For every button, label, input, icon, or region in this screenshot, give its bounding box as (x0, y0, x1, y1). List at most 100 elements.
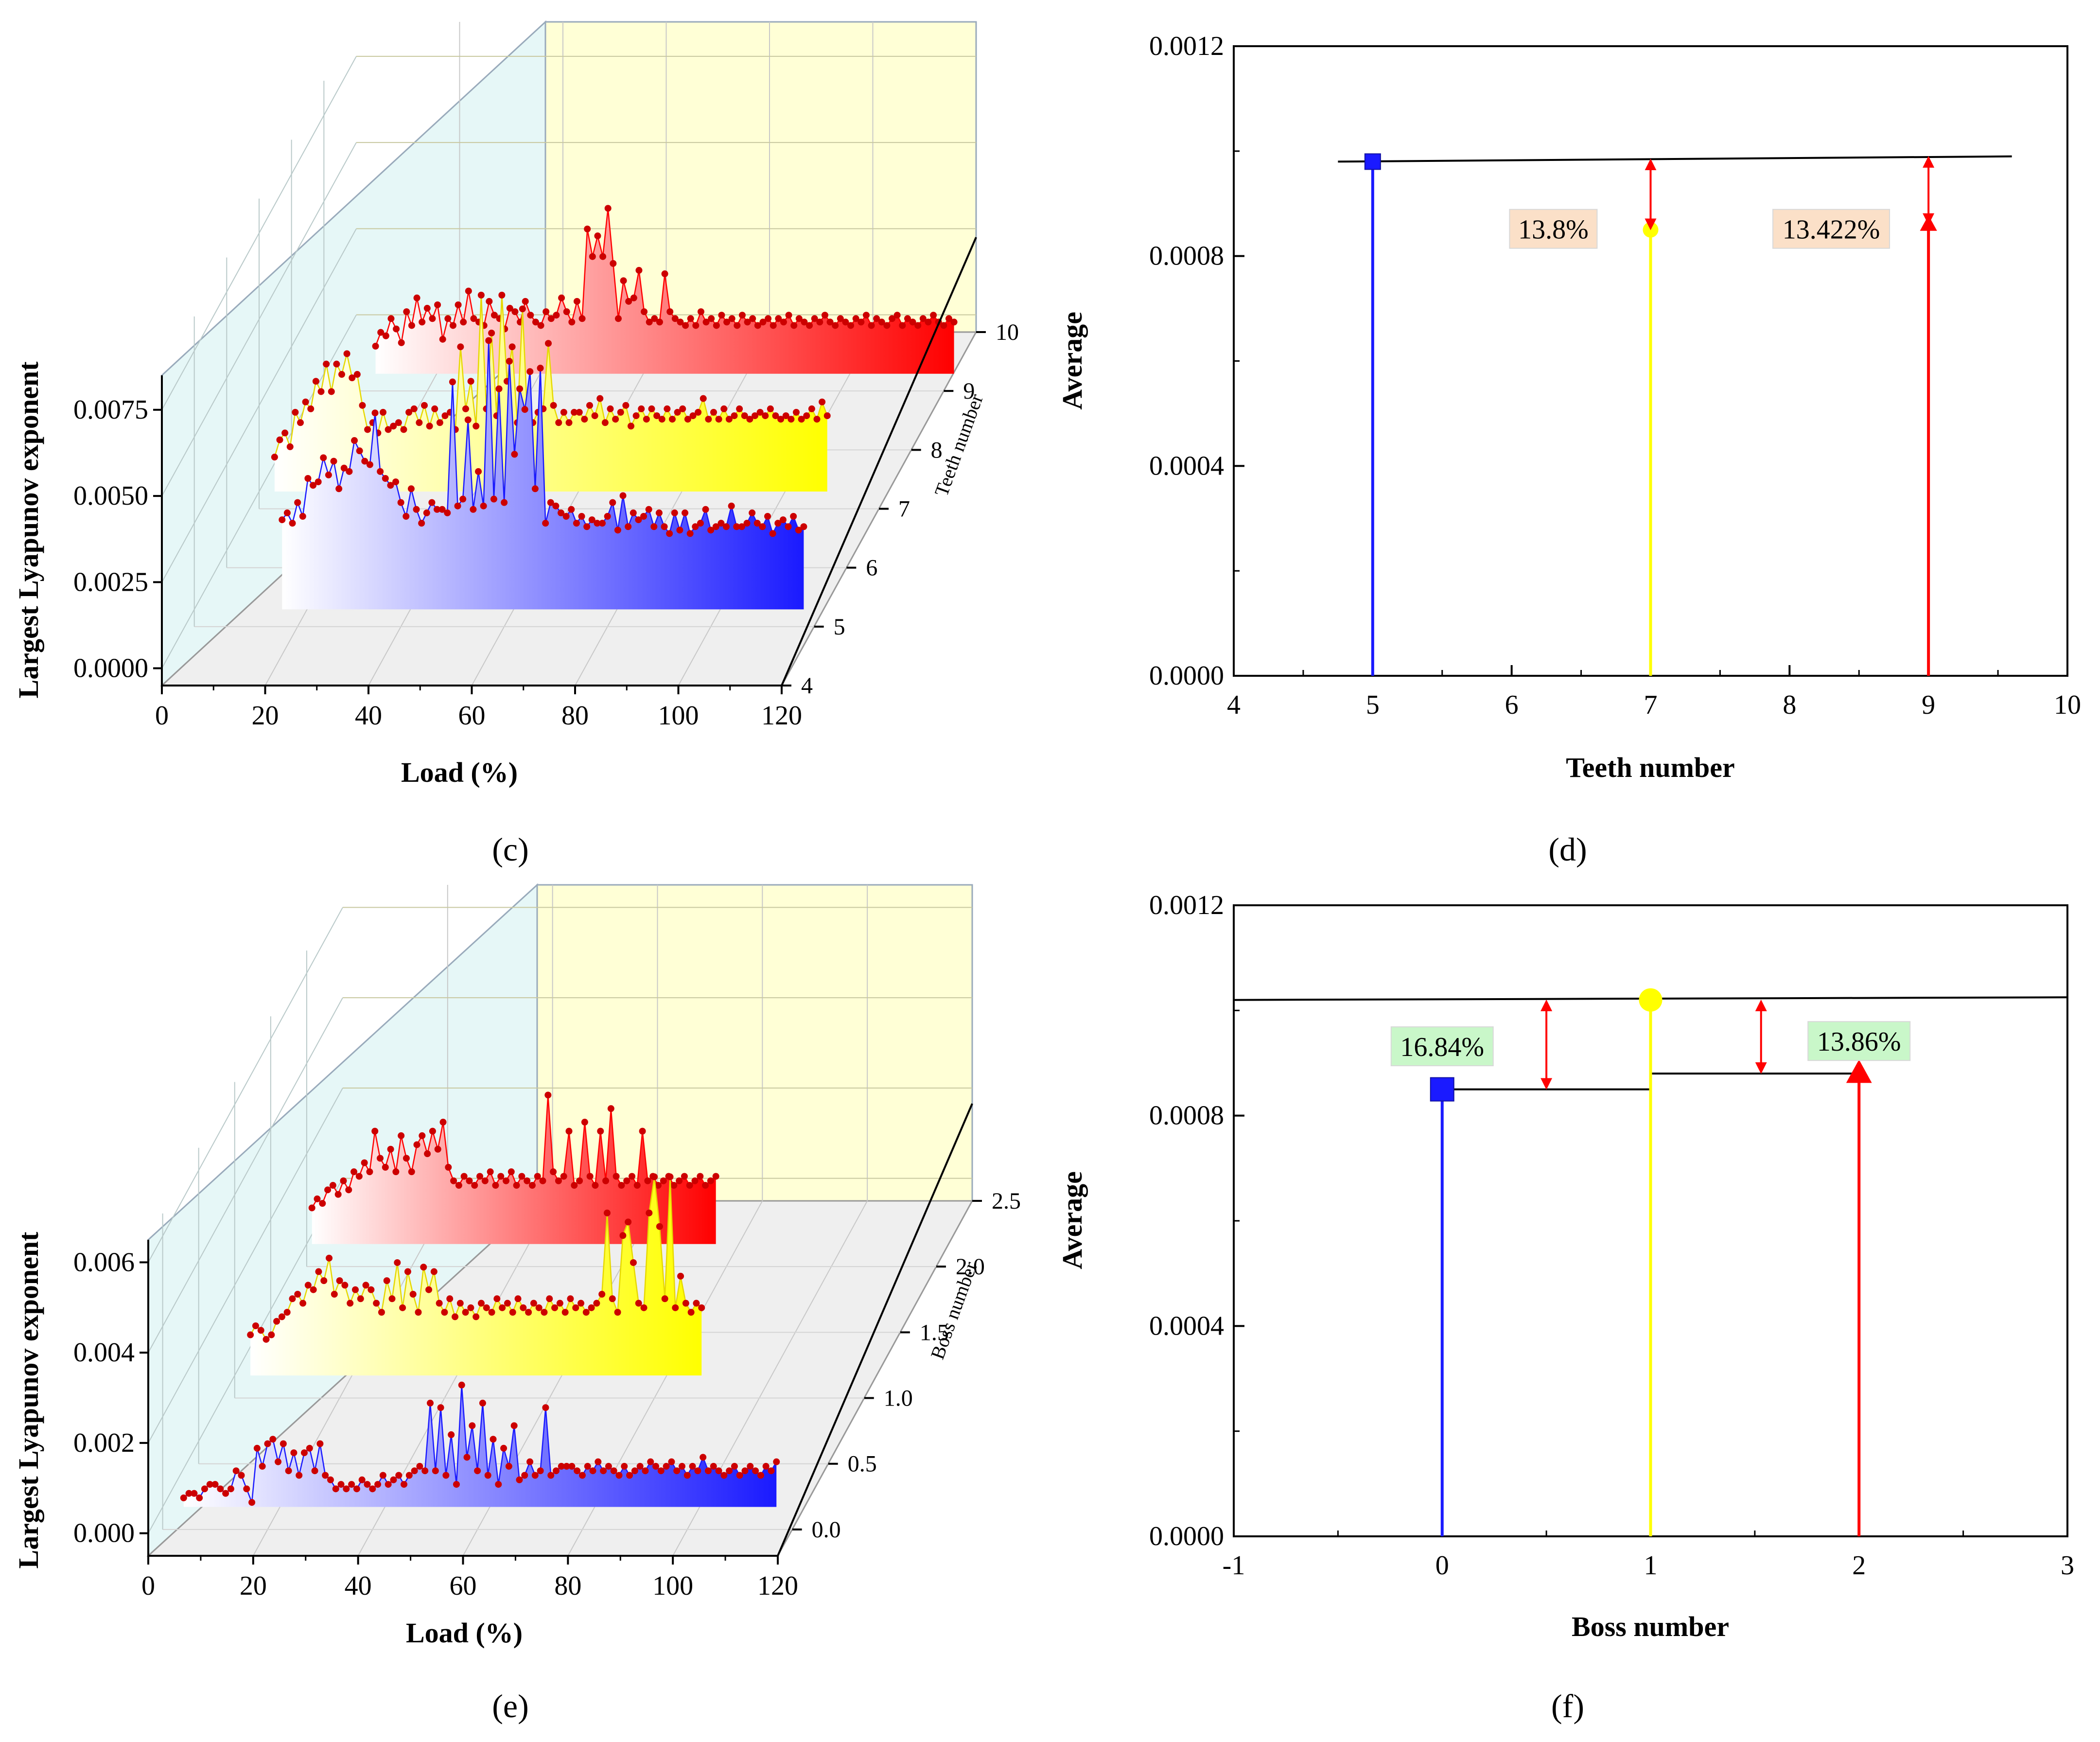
point-teeth-5-40 (485, 337, 492, 344)
point-boss-1-9 (294, 1290, 301, 1298)
point-boss-1-77 (651, 1173, 658, 1180)
point-boss-1-2 (257, 1327, 264, 1334)
point-teeth-9-50 (630, 294, 637, 301)
point-teeth-5-3 (294, 499, 301, 506)
point-boss-0-50 (442, 1472, 450, 1479)
point-teeth-5-24 (402, 512, 410, 520)
point-teeth-7-7 (307, 405, 315, 412)
point-teeth-9-30 (527, 312, 534, 319)
point-teeth-7-77 (669, 416, 676, 423)
point-teeth-7-95 (762, 412, 769, 420)
x-tick-label-3: 3 (2061, 1550, 2074, 1581)
point-teeth-7-58 (571, 409, 578, 416)
point-boss-1-69 (609, 1295, 616, 1302)
point-boss-1-50 (509, 1309, 516, 1316)
point-teeth-7-63 (596, 395, 604, 402)
z-tick-label-6: 6 (866, 555, 877, 581)
panel-c: 0 20 40 60 80 100 120 0.0000 0.0025 0.0050 0.0075 4… (13, 20, 1019, 868)
point-boss-0-99 (700, 1454, 707, 1461)
point-boss-1-61 (567, 1295, 574, 1302)
point-boss-2-6 (340, 1177, 347, 1184)
point-boss-0-34 (358, 1476, 366, 1483)
point-boss-0-18 (275, 1458, 282, 1465)
point-boss-2-55 (597, 1127, 604, 1135)
point-boss-0-104 (726, 1467, 733, 1475)
point-teeth-7-106 (819, 398, 826, 405)
point-teeth-9-105 (914, 322, 922, 329)
point-teeth-5-46 (516, 385, 524, 392)
point-boss-1-38 (446, 1295, 454, 1302)
point-boss-2-51 (576, 1177, 583, 1184)
point-teeth-9-44 (599, 253, 607, 260)
point-teeth-9-102 (899, 322, 906, 329)
point-boss-1-86 (698, 1304, 705, 1311)
point-boss-2-44 (539, 1177, 546, 1184)
point-teeth-9-99 (883, 322, 891, 329)
point-teeth-5-26 (413, 506, 420, 513)
point-teeth-9-14 (444, 315, 452, 322)
point-boss-1-45 (483, 1304, 490, 1311)
point-boss-0-32 (348, 1481, 355, 1488)
point-teeth-5-101 (800, 523, 807, 530)
y-tick-label-0.0008: 0.0008 (1149, 1101, 1224, 1131)
point-boss-0-58 (484, 1472, 491, 1479)
point-boss-2-45 (544, 1091, 552, 1099)
panel-e-zlabel: Boss number (926, 1259, 981, 1362)
point-teeth-7-62 (591, 412, 598, 420)
point-teeth-9-0 (372, 343, 379, 350)
point-boss-2-36 (497, 1173, 505, 1180)
point-boss-2-74 (697, 1173, 704, 1180)
point-boss-0-70 (547, 1472, 555, 1479)
point-teeth-7-68 (622, 402, 630, 409)
point-boss-0-94 (673, 1467, 681, 1475)
point-teeth-5-78 (682, 509, 689, 516)
leftwall-gridline-y-0.002 (148, 1088, 343, 1443)
point-teeth-9-4 (393, 325, 400, 333)
point-boss-0-113 (773, 1458, 780, 1465)
point-boss-0-69 (542, 1404, 549, 1411)
panel-e-xlabel: Load (%) (406, 1617, 523, 1649)
point-teeth-5-69 (635, 516, 642, 524)
point-boss-0-64 (516, 1476, 523, 1483)
point-boss-2-73 (691, 1177, 699, 1184)
point-teeth-9-23 (490, 312, 498, 319)
point-teeth-7-3 (286, 443, 294, 450)
x-tick-label-40: 40 (345, 1571, 372, 1601)
point-boss-2-1 (314, 1195, 321, 1202)
point-boss-2-8 (350, 1168, 358, 1176)
point-boss-2-13 (377, 1155, 384, 1162)
point-teeth-5-17 (366, 461, 373, 468)
z-tick-label-1.0: 1.0 (884, 1386, 913, 1411)
point-teeth-7-13 (338, 371, 345, 378)
y-tick-label-0.0008: 0.0008 (1149, 241, 1224, 271)
point-boss-0-53 (458, 1381, 465, 1389)
point-teeth-5-31 (438, 506, 446, 513)
point-boss-1-7 (283, 1309, 291, 1316)
point-boss-2-62 (633, 1182, 641, 1189)
point-boss-0-78 (589, 1467, 596, 1475)
point-teeth-9-47 (614, 315, 622, 322)
point-boss-0-44 (411, 1467, 418, 1475)
point-teeth-5-6 (310, 482, 317, 489)
marker-boss-0 (1430, 1077, 1454, 1102)
panel-d-ylabel: Average (1056, 312, 1088, 410)
z-tick-label-0.5: 0.5 (848, 1451, 877, 1477)
point-teeth-5-70 (640, 512, 648, 520)
point-boss-2-11 (366, 1168, 373, 1176)
point-teeth-5-18 (371, 409, 379, 417)
y-tick-label-0.0050: 0.0050 (73, 481, 148, 511)
point-boss-1-44 (477, 1300, 485, 1307)
point-teeth-9-7 (408, 322, 415, 329)
y-tick-label-0.0000: 0.0000 (1149, 1521, 1224, 1551)
point-boss-0-37 (374, 1481, 382, 1488)
x-tick-label-20: 20 (240, 1571, 267, 1601)
panel-c-grid (161, 22, 976, 686)
point-boss-0-28 (327, 1476, 334, 1483)
point-boss-1-42 (467, 1304, 474, 1311)
point-boss-0-40 (390, 1476, 397, 1483)
x-tick-label-100: 100 (652, 1571, 693, 1601)
panel-c-series (271, 205, 958, 610)
point-teeth-9-78 (775, 315, 782, 322)
point-teeth-5-7 (315, 478, 322, 486)
annotation-box-1 (1807, 1021, 1911, 1061)
